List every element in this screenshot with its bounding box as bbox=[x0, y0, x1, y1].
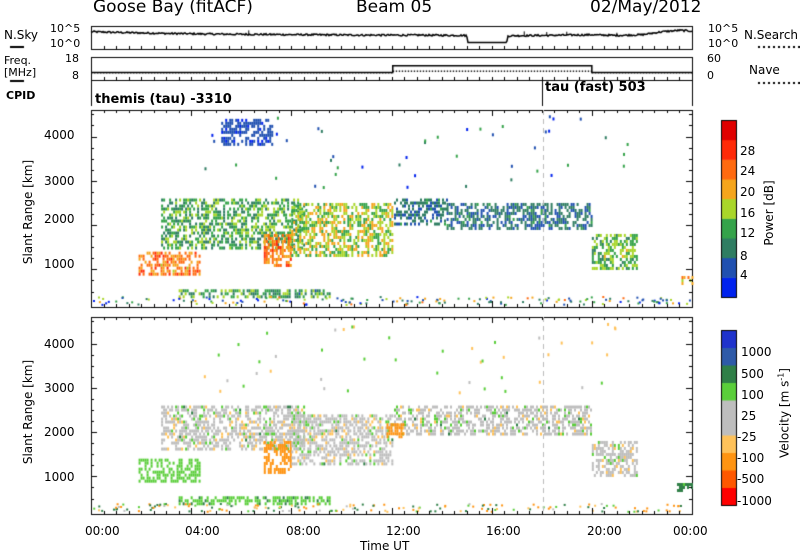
noise-left-tick-top: 10^5 bbox=[50, 22, 81, 35]
power-colorbar-tick-12: 12 bbox=[740, 226, 756, 240]
velocity-colorbar-label: Velocity [m s-1] bbox=[776, 368, 792, 458]
x-tick-0800: 08:00 bbox=[286, 524, 321, 538]
freq-label-line1: Freq. bbox=[4, 54, 32, 67]
velocity-y-tick-4000: 4000 bbox=[44, 337, 75, 351]
cpid-entry-2: tau (fast) 503 bbox=[545, 80, 646, 95]
cpid-entry-1: themis (tau) -3310 bbox=[95, 92, 232, 107]
date-title: 02/May/2012 bbox=[590, 0, 702, 17]
noise-right-tick-top: 10^5 bbox=[708, 22, 739, 35]
nsky-label: N.Sky bbox=[4, 28, 39, 42]
cpid-label: CPID bbox=[6, 89, 36, 102]
power-y-tick-3000: 3000 bbox=[44, 174, 75, 188]
beam-title: Beam 05 bbox=[356, 0, 433, 17]
power-colorbar-tick-4: 4 bbox=[740, 268, 748, 282]
velocity-colorbar-tick-25: 25 bbox=[741, 409, 757, 423]
x-tick-0400: 04:00 bbox=[185, 524, 220, 538]
freq-right-tick-top: 60 bbox=[707, 52, 721, 65]
velocity-y-axis-label: Slant Range [km] bbox=[21, 359, 35, 465]
velocity-y-tick-1000: 1000 bbox=[44, 470, 75, 484]
power-colorbar-tick-8: 8 bbox=[740, 249, 748, 263]
power-y-tick-4000: 4000 bbox=[44, 128, 75, 142]
x-tick-2000: 20:00 bbox=[587, 524, 622, 538]
x-axis-title: Time UT bbox=[360, 539, 410, 553]
x-tick-1200: 12:00 bbox=[386, 524, 421, 538]
power-y-tick-1000: 1000 bbox=[44, 257, 75, 271]
power-colorbar-tick-16: 16 bbox=[740, 206, 756, 220]
x-tick-0000: 00:00 bbox=[85, 524, 120, 538]
velocity-y-tick-3000: 3000 bbox=[44, 381, 75, 395]
power-colorbar-tick-28: 28 bbox=[740, 144, 756, 158]
x-tick-1600: 16:00 bbox=[486, 524, 521, 538]
power-y-tick-2000: 2000 bbox=[44, 212, 75, 226]
station-title: Goose Bay (fitACF) bbox=[93, 0, 253, 17]
power-y-axis-label: Slant Range [km] bbox=[21, 159, 35, 265]
power-colorbar-tick-20: 20 bbox=[740, 185, 756, 199]
velocity-colorbar-tick-neg25: -25 bbox=[737, 430, 757, 444]
velocity-colorbar-tick-neg1000: -1000 bbox=[737, 494, 772, 508]
velocity-y-tick-2000: 2000 bbox=[44, 425, 75, 439]
velocity-colorbar-tick-1000: 1000 bbox=[741, 345, 772, 359]
freq-label-line2: [MHz] bbox=[4, 66, 37, 79]
freq-right-tick-bottom: 0 bbox=[707, 69, 714, 82]
velocity-colorbar-tick-neg500: -500 bbox=[737, 472, 765, 486]
velocity-colorbar-tick-100: 100 bbox=[741, 388, 764, 402]
noise-left-tick-bottom: 10^0 bbox=[50, 37, 81, 50]
x-tick-2400: 00:00 bbox=[673, 524, 708, 538]
power-colorbar-tick-24: 24 bbox=[740, 164, 756, 178]
nsearch-label: N.Search bbox=[744, 28, 799, 42]
freq-left-tick-bottom: 8 bbox=[72, 69, 79, 82]
velocity-colorbar-tick-neg100: -100 bbox=[737, 451, 765, 465]
velocity-colorbar-tick-500: 500 bbox=[741, 367, 764, 381]
power-colorbar-label: Power [dB] bbox=[762, 180, 776, 246]
freq-left-tick-top: 18 bbox=[65, 52, 79, 65]
noise-right-tick-bottom: 10^0 bbox=[708, 37, 739, 50]
nave-label: Nave bbox=[749, 63, 780, 77]
